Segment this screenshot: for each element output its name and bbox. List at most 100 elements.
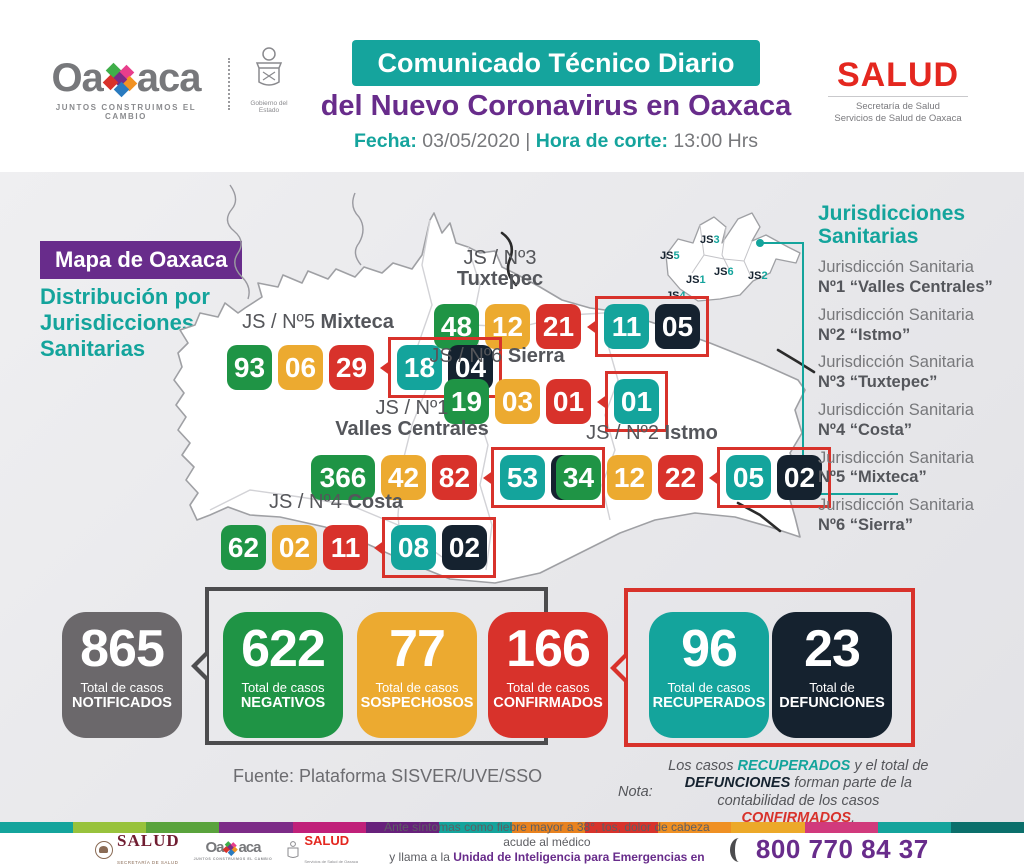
confirmed-group-box xyxy=(610,588,915,747)
chipbox-tail xyxy=(374,539,385,556)
oaxaca-logo-text-left: Oa xyxy=(51,56,103,100)
oaxaca-logo: Oa aca JUNTOS CONSTRUIMOS EL CAMBIO xyxy=(36,56,216,121)
footer: SALUD SECRETARÍA DE SALUD Oa aca JUNTOS CO… xyxy=(0,820,1024,866)
oaxaca-pinwheel-icon xyxy=(223,840,238,855)
sidebar-item-js1: Jurisdicción Sanitaria Nº1 “Valles Centra… xyxy=(818,258,993,296)
chip-istmo-sospechosos: 12 xyxy=(607,455,652,500)
uies-link-text: Unidad de Inteligencia para Emergencias … xyxy=(453,849,705,866)
chips-sierra: 19 03 01 01 xyxy=(444,371,668,432)
phone-icon xyxy=(729,837,748,862)
minimap-label-js6: JS6 xyxy=(714,266,734,278)
multicolor-stripe xyxy=(0,822,1024,833)
label-sierra: JS / Nº6 Sierra xyxy=(429,345,565,367)
footer-logos: SALUD SECRETARÍA DE SALUD Oa aca JUNTOS CO… xyxy=(95,831,358,866)
card-recuperados: 96 Total de casos RECUPERADOS xyxy=(649,612,769,738)
jurisdictions-minimap xyxy=(665,212,801,302)
chip-tuxtepec-sospechosos: 12 xyxy=(485,304,530,349)
sidebar-item-js5: Jurisdicción Sanitaria Nº5 “Mixteca” xyxy=(818,448,974,487)
salud-logo-subtitle: Secretaría de Salud Servicios de Salud d… xyxy=(828,96,968,126)
salud-sub-line2: Servicios de Salud de Oaxaca xyxy=(834,113,962,125)
chipbox-tail xyxy=(587,318,598,335)
card-negativos: 622 Total de casos NEGATIVOS xyxy=(223,612,343,738)
state-seal-icon xyxy=(287,840,299,858)
chipbox-istmo: 05 02 xyxy=(709,447,831,508)
hora-label: Hora de corte: xyxy=(535,130,668,152)
chip-mixteca-negativos: 93 xyxy=(227,345,272,390)
chips-tuxtepec: 48 12 21 11 05 xyxy=(434,296,709,357)
sidebar-item-js3: Jurisdicción Sanitaria Nº3 “Tuxtepec” xyxy=(818,353,974,392)
chip-tuxtepec-confirmados: 21 xyxy=(536,304,581,349)
chip-sierra-recuperados: 01 xyxy=(614,379,659,424)
note-defunciones: DEFUNCIONES xyxy=(684,775,791,792)
footer-phone: 800 770 84 37 xyxy=(729,834,929,865)
label-costa: JS / Nº4 Costa xyxy=(268,491,404,513)
salud-logo-wordmark: SALUD xyxy=(836,56,960,94)
sidebar-item-js4: Jurisdicción Sanitaria Nº4 “Costa” xyxy=(818,400,974,439)
chipbox-tail xyxy=(709,469,720,486)
chip-costa-confirmados: 11 xyxy=(323,525,368,570)
chipbox-tail xyxy=(380,359,391,376)
confirmed-group-notch xyxy=(610,652,626,683)
oaxaca-pinwheel-icon xyxy=(102,62,138,97)
minimap-connector-bottom xyxy=(802,493,898,495)
date-cutoff-line: Fecha: 03/05/2020 | Hora de corte: 13:00… xyxy=(252,130,860,153)
label-istmo: JS / Nº2 Istmo xyxy=(586,422,718,444)
chip-valles-negativos: 366 xyxy=(311,455,375,500)
chip-sierra-negativos: 19 xyxy=(444,379,489,424)
source-text: Fuente: Plataforma SISVER/UVE/SSO xyxy=(233,766,543,786)
salud-state-logo: SALUD Servicios de Salud de Oaxaca xyxy=(286,832,358,866)
salud-logo: SALUD Secretaría de Salud Servicios de S… xyxy=(828,58,968,126)
oaxaca-logo-tagline: JUNTOS CONSTRUIMOS EL CAMBIO xyxy=(55,103,197,121)
chips-costa: 62 02 11 08 02 xyxy=(221,517,496,578)
chipbox-tuxtepec: 11 05 xyxy=(587,296,709,357)
map-title-badge: Mapa de Oaxaca xyxy=(40,241,243,279)
title-banner: Comunicado Técnico Diario xyxy=(352,40,760,86)
chips-istmo: 34 12 22 05 02 xyxy=(556,447,831,508)
eagle-seal-icon xyxy=(95,840,113,859)
chip-tuxtepec-defunciones: 05 xyxy=(655,304,700,349)
title-line2: del Nuevo Coronavirus en Oaxaca xyxy=(320,90,792,122)
chip-costa-defunciones: 02 xyxy=(442,525,487,570)
chip-istmo-confirmados: 22 xyxy=(658,455,703,500)
footer-advice: Ante síntomas como fiebre mayor a 38°, t… xyxy=(382,820,712,866)
minimap-label-js2: JS2 xyxy=(748,270,768,282)
chip-sierra-confirmados: 01 xyxy=(546,379,591,424)
chipbox-tail xyxy=(597,393,608,410)
minimap-label-js1: JS1 xyxy=(686,274,706,286)
minimap-connector-top xyxy=(760,242,804,244)
jurisdictions-sidebar: Jurisdicciones Sanitarias Jurisdicción S… xyxy=(818,202,1018,544)
chip-mixteca-recuperados: 18 xyxy=(397,345,442,390)
note-recuperados: RECUPERADOS xyxy=(737,758,851,774)
chip-mixteca-sospechosos: 06 xyxy=(278,345,323,390)
header-dotted-divider xyxy=(228,58,230,110)
negativos-value: 622 xyxy=(241,620,326,678)
chipbox-sierra: 01 xyxy=(597,371,668,432)
confirmados-value: 166 xyxy=(506,620,591,678)
chip-costa-negativos: 62 xyxy=(221,525,266,570)
phone-number: 800 770 84 37 xyxy=(755,834,929,864)
chip-costa-recuperados: 08 xyxy=(391,525,436,570)
label-valles-centrales: JS / Nº1 Valles Centrales xyxy=(335,397,489,440)
salud-sub-line1: Secretaría de Salud xyxy=(856,101,940,112)
chip-istmo-defunciones: 02 xyxy=(777,455,822,500)
chip-istmo-recuperados: 05 xyxy=(726,455,771,500)
chipbox-tail xyxy=(483,469,494,486)
chip-tuxtepec-negativos: 48 xyxy=(434,304,479,349)
sospechosos-value: 77 xyxy=(389,620,446,678)
tested-group-notch xyxy=(191,651,207,681)
state-seal-icon xyxy=(255,47,283,86)
note-text: Los casos RECUPERADOS y el total de DEFU… xyxy=(668,758,929,827)
chip-istmo-negativos: 34 xyxy=(556,455,601,500)
recuperados-value: 96 xyxy=(681,620,738,678)
chip-valles-sospechosos: 42 xyxy=(381,455,426,500)
chip-valles-confirmados: 82 xyxy=(432,455,477,500)
sidebar-item-js2: Jurisdicción Sanitaria Nº2 “Istmo” xyxy=(818,305,974,344)
river-lines xyxy=(226,184,364,300)
label-mixteca: JS / Nº5 Mixteca xyxy=(242,311,394,333)
card-notificados: 865 Total de casos NOTIFICADOS xyxy=(62,612,182,738)
map-subtitle: Distribución por Jurisdicciones Sanitari… xyxy=(40,284,210,361)
notificados-value: 865 xyxy=(80,620,165,678)
chip-mixteca-confirmados: 29 xyxy=(329,345,374,390)
salud-federal-logo: SALUD SECRETARÍA DE SALUD xyxy=(95,831,180,866)
chipbox-costa: 08 02 xyxy=(374,517,496,578)
